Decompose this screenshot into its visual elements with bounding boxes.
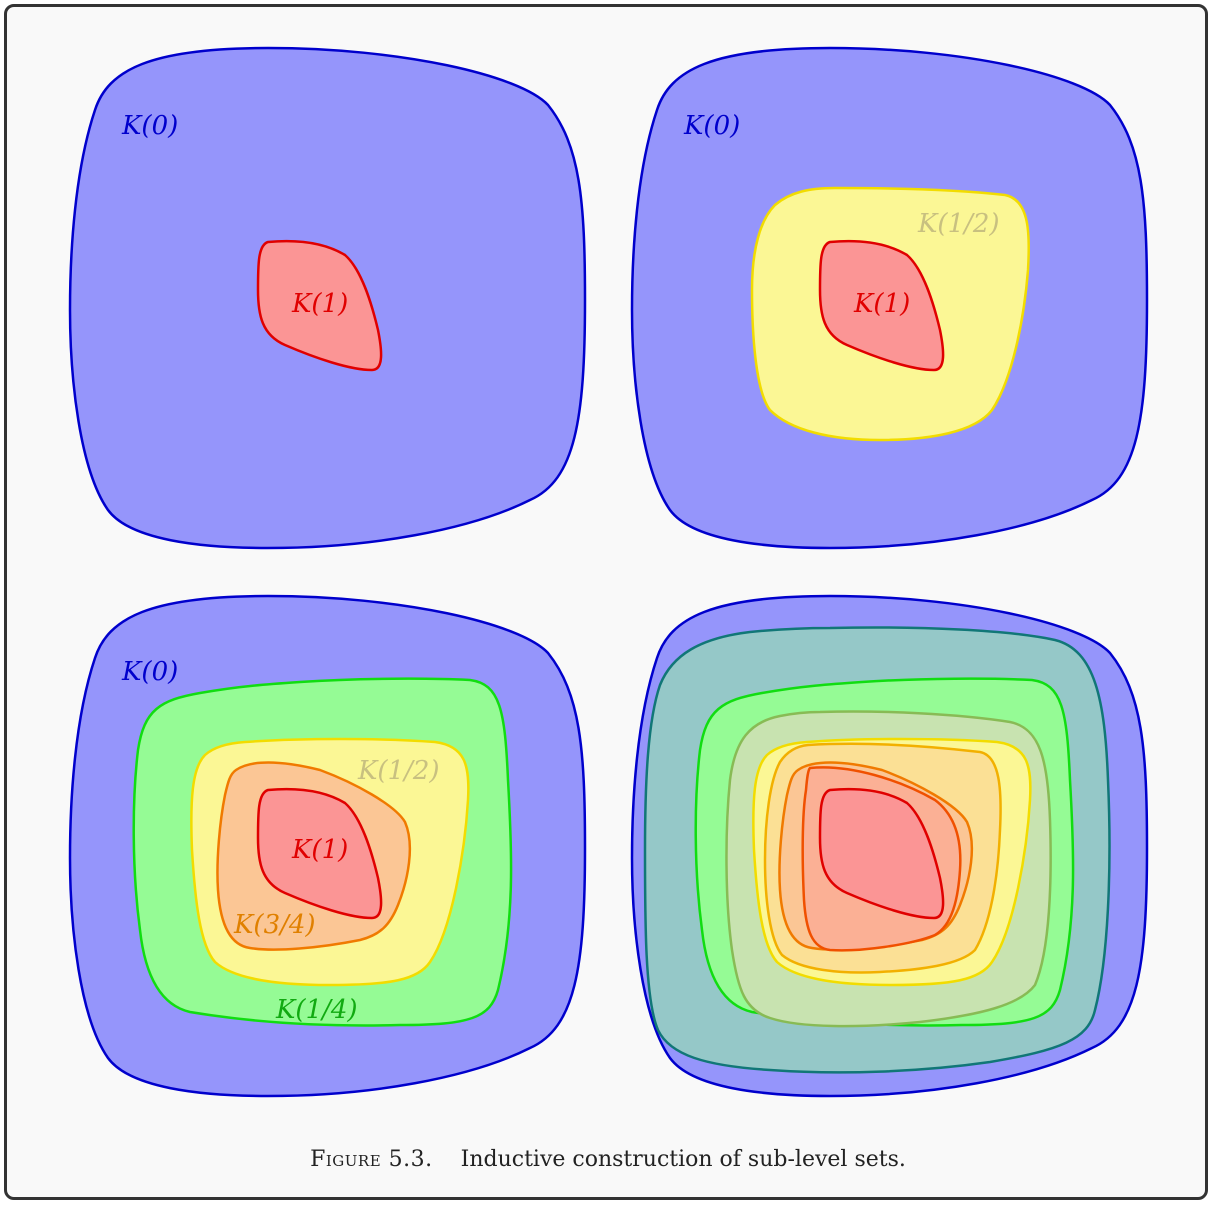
figure-caption: Figure 5.3. Inductive construction of su… — [0, 1147, 1216, 1172]
k0-label: K(0) — [121, 657, 178, 687]
k1-label: K(1) — [291, 289, 348, 319]
panel-bottom-right — [630, 594, 1149, 1098]
k1-label: K(1) — [853, 289, 910, 319]
caption-text: Inductive construction of sub-level sets… — [460, 1147, 906, 1172]
k0-label: K(0) — [121, 111, 178, 141]
panel-bottom-left: K(0) K(1/2) K(1) K(3/4) K(1/4) — [68, 594, 587, 1098]
k-half-label: K(1/2) — [917, 209, 1000, 239]
panel-top-right: K(0) K(1/2) K(1) — [630, 46, 1149, 550]
k-quarter-label: K(1/4) — [275, 995, 358, 1025]
caption-label: Figure 5.3. — [310, 1147, 433, 1172]
panel-top-left: K(0) K(1) — [68, 46, 587, 550]
k1-label: K(1) — [291, 835, 348, 865]
k-half-label: K(1/2) — [357, 756, 440, 786]
k0-label: K(0) — [683, 111, 740, 141]
k-three-quarter-label: K(3/4) — [233, 910, 316, 940]
